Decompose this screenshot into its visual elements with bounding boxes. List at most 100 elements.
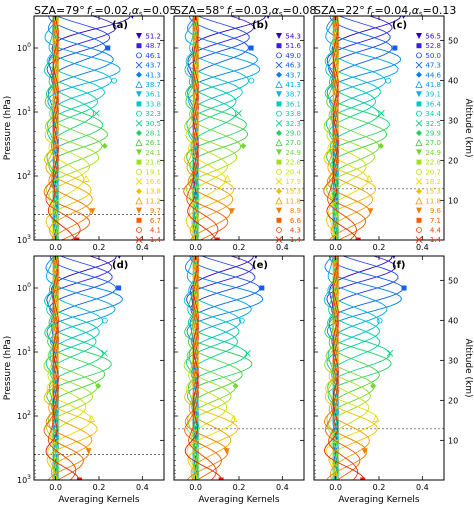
legend-marker bbox=[136, 188, 142, 195]
kernel-marker-22 bbox=[360, 477, 366, 480]
legend-marker bbox=[416, 101, 422, 107]
legend-altitude: 1.4 bbox=[290, 236, 302, 244]
y-axis-label: Pressure (hPa) bbox=[3, 96, 13, 161]
alt-tick-label: 20 bbox=[448, 156, 458, 165]
legend-altitude: 21.6 bbox=[145, 159, 161, 167]
y-tick-label: 101 bbox=[17, 346, 31, 357]
kernel-marker-4 bbox=[116, 285, 122, 291]
kernel-marker-7 bbox=[111, 77, 117, 84]
legend-marker bbox=[275, 61, 283, 69]
legend-altitude: 6.6 bbox=[290, 217, 302, 225]
kernel-marker-10 bbox=[101, 349, 108, 357]
kernel-marker-4 bbox=[392, 45, 398, 51]
legend-marker bbox=[275, 138, 283, 147]
kernel-marker-4 bbox=[401, 285, 407, 291]
legend-altitude: 17.9 bbox=[285, 178, 301, 186]
legend-marker bbox=[276, 52, 282, 59]
legend-marker bbox=[275, 236, 283, 244]
kernel-marker-19 bbox=[228, 208, 235, 215]
title-b: SZA=58° fc=0.03,αs=0.08 bbox=[174, 4, 316, 18]
alt-tick-label: 30 bbox=[448, 356, 458, 365]
legend-marker bbox=[276, 149, 282, 156]
x-tick-label: 0.2 bbox=[233, 483, 246, 492]
y-axis-label: Pressure (hPa) bbox=[3, 336, 13, 401]
legend-marker bbox=[416, 71, 422, 78]
legend-altitude: 20.7 bbox=[425, 168, 441, 176]
panel-e: 0.0 0.2 0.4 (e) Averaging Kernels bbox=[173, 255, 305, 505]
legend-altitude: 9.7 bbox=[150, 207, 161, 215]
kernel-marker-13 bbox=[377, 142, 384, 149]
legend-marker bbox=[136, 130, 142, 136]
legend-marker bbox=[415, 236, 423, 244]
panel-label: (f) bbox=[392, 260, 406, 271]
kernel-curve-20 bbox=[43, 256, 84, 480]
x-tick-label: 0.4 bbox=[416, 483, 429, 492]
kernel-marker-7 bbox=[248, 77, 255, 84]
legend-marker bbox=[276, 159, 282, 165]
kernel-curves bbox=[34, 256, 164, 480]
kernel-marker-4 bbox=[248, 45, 254, 51]
legend-marker bbox=[276, 168, 282, 175]
legend-marker bbox=[275, 197, 283, 205]
legend-marker bbox=[416, 227, 422, 233]
right-axis-label: Altitude (km) bbox=[463, 338, 473, 397]
alt-tick-label: 40 bbox=[448, 316, 458, 325]
panel-a: 0.0 0.2 0.4 100 101 102 103 (a) 51.248.7 46.1 43.7… bbox=[3, 15, 165, 252]
legend-marker bbox=[276, 101, 282, 107]
kernel-marker-1 bbox=[117, 256, 121, 259]
legend-marker bbox=[415, 197, 423, 205]
kernel-marker-13 bbox=[232, 382, 239, 389]
legend-marker bbox=[415, 178, 423, 185]
kernel-curve-15 bbox=[44, 16, 90, 240]
legend-marker bbox=[276, 43, 282, 49]
y-tick-label: 102 bbox=[17, 170, 31, 181]
legend-marker bbox=[416, 188, 422, 195]
kernel-curve-14 bbox=[184, 16, 238, 240]
kernel-marker-13 bbox=[240, 142, 247, 149]
alt-tick-label: 50 bbox=[448, 36, 458, 45]
kernel-marker-22 bbox=[214, 237, 220, 240]
kernel-marker-1 bbox=[392, 256, 396, 259]
kernel-curve-22 bbox=[326, 16, 358, 240]
legend-altitude: 34.4 bbox=[425, 110, 441, 118]
legend-altitude: 33.8 bbox=[285, 110, 301, 118]
x-tick-label: 0.0 bbox=[49, 483, 62, 492]
legend-marker bbox=[136, 101, 142, 107]
legend-altitude: 48.7 bbox=[145, 42, 161, 50]
kernel-marker-19 bbox=[223, 448, 230, 455]
kernel-marker-13 bbox=[370, 382, 377, 389]
legend-marker bbox=[275, 80, 283, 88]
legend-marker bbox=[135, 80, 143, 88]
legend-altitude: 9.6 bbox=[430, 207, 442, 215]
legend-altitude: 6.7 bbox=[150, 217, 161, 225]
y-tick-label: 100 bbox=[17, 42, 31, 53]
legend-marker bbox=[136, 71, 142, 78]
legend-altitude: 28.1 bbox=[145, 130, 161, 138]
legend-marker bbox=[136, 43, 142, 49]
kernel-curve-19 bbox=[48, 16, 91, 240]
titles: SZA=79° fc=0.02,αs=0.05 SZA=58° fc=0.03,αs… bbox=[34, 4, 456, 18]
kernel-curves bbox=[314, 16, 444, 240]
kernel-marker-16 bbox=[365, 174, 373, 182]
x-axis-label: Averaging Kernels bbox=[198, 495, 279, 505]
legend-marker bbox=[136, 217, 142, 223]
kernel-curve-4 bbox=[49, 256, 117, 480]
legend-altitude: 32.5 bbox=[425, 120, 441, 128]
x-tick-label: 0.0 bbox=[329, 243, 342, 252]
legend-marker bbox=[416, 52, 422, 59]
x-tick-label: 0.2 bbox=[93, 243, 106, 252]
legend-altitude: 33.8 bbox=[145, 100, 161, 108]
legend-marker bbox=[136, 52, 142, 59]
kernel-marker-22 bbox=[76, 477, 82, 480]
kernel-marker-4 bbox=[259, 285, 265, 291]
legend-marker bbox=[275, 119, 283, 127]
kernel-marker-22 bbox=[74, 237, 80, 240]
legend-altitude: 18.2 bbox=[425, 178, 441, 186]
x-tick-label: 0.4 bbox=[276, 243, 289, 252]
panel-label: (e) bbox=[252, 260, 268, 271]
kernel-marker-16 bbox=[372, 414, 380, 422]
legend-marker bbox=[276, 71, 282, 78]
legend-marker bbox=[416, 91, 422, 98]
kernel-marker-13 bbox=[95, 382, 102, 389]
kernel-curve-19 bbox=[326, 16, 371, 240]
